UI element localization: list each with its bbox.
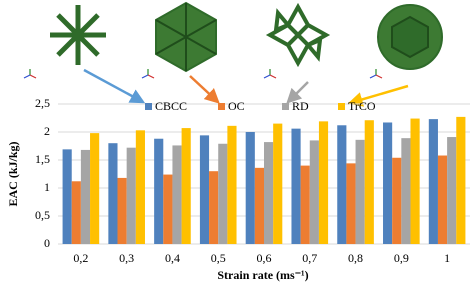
x-tick-label: 0,5 <box>211 251 226 265</box>
bar <box>135 130 145 244</box>
y-tick-label: 0,5 <box>35 208 50 222</box>
bar <box>410 118 420 244</box>
bar <box>254 167 264 244</box>
bar <box>428 119 438 244</box>
legend-label: RD <box>292 99 309 113</box>
bar <box>355 139 365 244</box>
bar <box>392 157 402 244</box>
bar <box>154 138 164 244</box>
bar <box>181 128 191 244</box>
legend-label: CBCC <box>155 99 187 113</box>
bar <box>117 177 127 244</box>
lattice-images <box>50 1 443 73</box>
bar <box>401 138 411 244</box>
x-tick-label: 0,9 <box>394 251 409 265</box>
legend-label: TrCO <box>348 99 376 113</box>
legend-swatch <box>338 103 345 110</box>
legend-swatch <box>282 103 289 110</box>
bar <box>80 149 91 244</box>
x-tick-label: 0,4 <box>165 251 180 265</box>
legend-swatch <box>218 103 225 110</box>
bar <box>437 155 448 244</box>
x-tick-label: 0,7 <box>302 251 317 265</box>
x-tick-label: 0,6 <box>257 251 272 265</box>
y-tick-label: 2 <box>44 124 50 138</box>
bar <box>108 143 118 244</box>
axis-icons <box>23 69 383 79</box>
bar <box>163 174 173 244</box>
x-tick-label: 0,8 <box>348 251 363 265</box>
bar <box>456 116 466 244</box>
bar <box>90 133 100 244</box>
bar <box>209 171 219 244</box>
arrows <box>83 68 409 107</box>
y-axis-label: EAC (kJ/kg) <box>6 141 20 206</box>
bar <box>218 143 228 244</box>
bar <box>273 123 283 244</box>
y-tick-label: 0 <box>44 236 50 250</box>
legend-swatch <box>145 103 152 110</box>
bar <box>309 140 319 244</box>
legend-label: OC <box>228 99 245 113</box>
bar <box>300 165 310 244</box>
bar <box>71 181 81 244</box>
x-tick-label: 0,3 <box>119 251 134 265</box>
bar <box>337 125 347 244</box>
x-tick-label: 1 <box>444 251 450 265</box>
bar <box>383 122 393 244</box>
x-tick-label: 0,2 <box>73 251 88 265</box>
bar <box>172 145 182 244</box>
bar <box>318 121 329 244</box>
bar <box>264 142 274 244</box>
bar <box>227 125 237 244</box>
bar <box>199 135 210 244</box>
bar <box>62 149 72 244</box>
bar <box>245 132 255 244</box>
y-tick-label: 1,5 <box>35 152 50 166</box>
y-tick-label: 2,5 <box>35 96 50 110</box>
x-axis-label: Strain rate (ms⁻¹) <box>217 268 308 282</box>
bar <box>447 137 457 244</box>
bar <box>126 147 136 244</box>
bar <box>364 120 374 244</box>
bar <box>291 128 301 244</box>
y-tick-label: 1 <box>44 180 50 194</box>
bar <box>346 163 356 244</box>
